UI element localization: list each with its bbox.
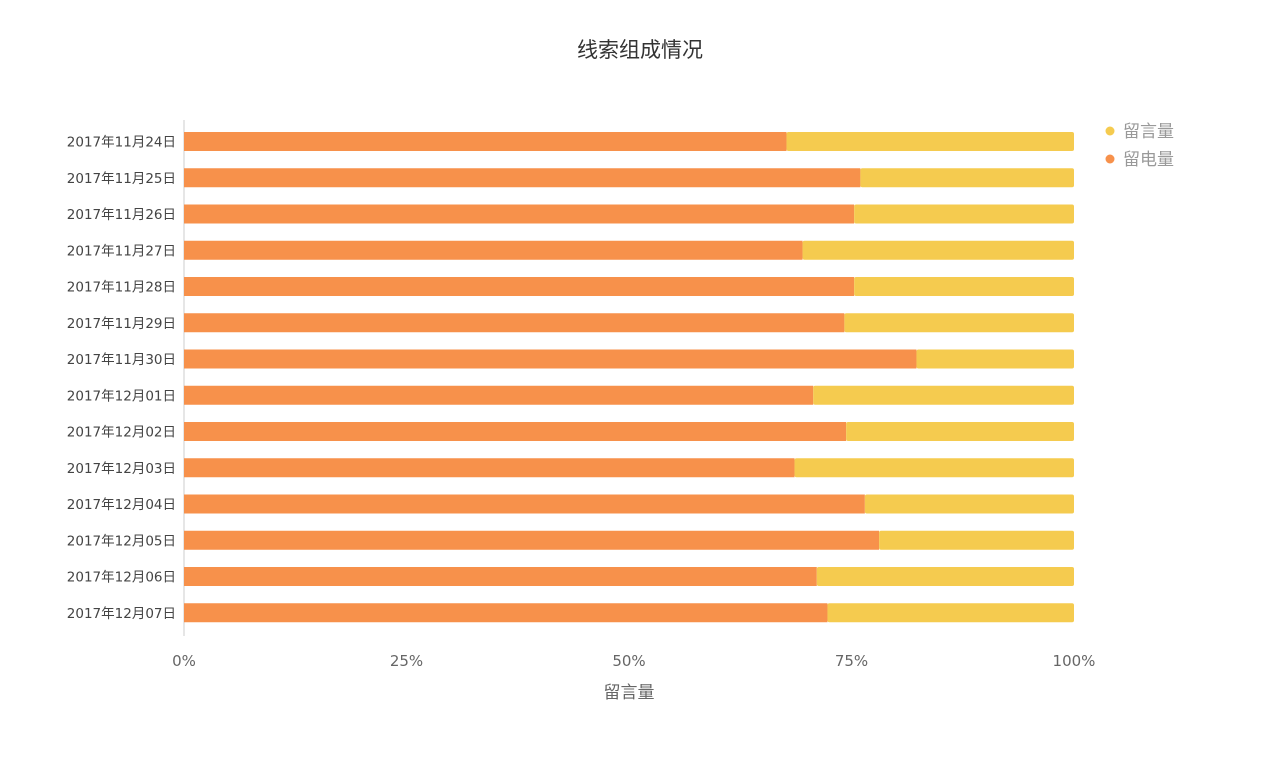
bar-segment-liuyan-9 [794,458,1074,478]
bar-segment-liudian-12 [184,567,817,586]
bar-segment-liuyan-5 [844,313,1074,333]
bar-segment-liudian-8 [184,422,847,441]
bar-segment-liuyan-13 [827,603,1074,623]
category-label: 2017年11月26日 [67,207,176,223]
category-label: 2017年12月06日 [67,570,176,586]
bar-segment-liuyan-12 [816,567,1074,586]
bar-segment-liudian-6 [184,349,917,369]
x-tick-label: 100% [1053,652,1096,670]
bar-segment-liudian-2 [184,204,855,224]
x-axis-title: 留言量 [604,683,655,703]
category-label: 2017年11月28日 [67,280,176,296]
bar-segment-liudian-11 [184,530,880,550]
category-labels: 2017年11月24日 2017年11月25日 2017年11月26日 2017年11… [67,135,176,622]
bar-segment-liudian-9 [184,458,795,478]
bar-segment-liuyan-7 [813,385,1074,405]
category-label: 2017年12月04日 [67,497,176,513]
category-label: 2017年11月24日 [67,135,176,151]
bar-segment-liudian-10 [184,494,865,514]
category-label: 2017年11月27日 [67,243,176,259]
category-label: 2017年11月30日 [67,352,176,368]
bar-segment-liuyan-8 [846,422,1074,441]
x-tick-label: 25% [390,652,423,670]
bar-segment-liuyan-11 [879,530,1074,550]
bar-segment-liudian-4 [184,277,855,296]
chart-title: 线索组成情况 [577,38,703,62]
bar-segment-liuyan-4 [854,277,1074,296]
bar-segment-liudian-13 [184,603,828,623]
bar-segment-liuyan-6 [916,349,1074,369]
legend-label-liudian: 留电量 [1123,150,1174,170]
legend-marker-liuyan [1105,126,1115,136]
bars-group [184,132,1074,623]
x-tick-label: 50% [612,652,645,670]
x-tick-label: 0% [172,652,196,670]
category-label: 2017年12月05日 [67,533,176,549]
bar-segment-liuyan-10 [864,494,1074,514]
bar-segment-liudian-0 [184,132,787,151]
bar-segment-liuyan-0 [786,132,1074,151]
category-label: 2017年12月07日 [67,606,176,622]
bar-segment-liudian-3 [184,240,803,260]
category-label: 2017年12月02日 [67,425,176,441]
category-label: 2017年11月25日 [67,171,176,187]
x-tick-labels: 0% 25% 50% 75% 100% [172,652,1095,670]
category-label: 2017年12月01日 [67,388,176,404]
legend-label-liuyan: 留言量 [1123,122,1174,142]
category-label: 2017年11月29日 [67,316,176,332]
bar-segment-liuyan-1 [860,168,1074,188]
x-tick-label: 75% [835,652,868,670]
bar-segment-liudian-1 [184,168,861,188]
legend: 留言量 留电量 [1105,122,1174,170]
legend-marker-liudian [1105,154,1115,164]
bar-segment-liudian-5 [184,313,845,333]
category-label: 2017年12月03日 [67,461,176,477]
bar-segment-liuyan-2 [854,204,1074,224]
bar-segment-liuyan-3 [802,240,1074,260]
bar-segment-liudian-7 [184,385,814,405]
